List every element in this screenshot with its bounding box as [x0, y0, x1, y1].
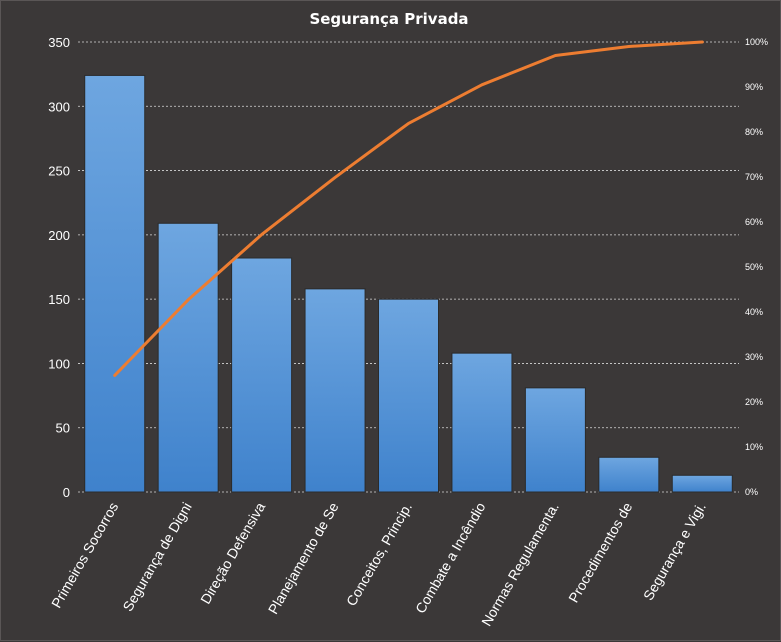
y-tick-label: 250 [48, 164, 70, 179]
y2-tick-label: 60% [745, 217, 763, 227]
left-axis-labels: 0 50 100 150 200 250 300 350 [48, 35, 70, 500]
bar [524, 387, 586, 493]
y-tick-label: 150 [48, 292, 70, 307]
y2-tick-label: 20% [745, 397, 763, 407]
y2-tick-label: 30% [745, 352, 763, 362]
x-tick-label: Procedimentos de [565, 499, 635, 605]
y-tick-label: 300 [48, 99, 70, 114]
cumulative-line-path [113, 40, 704, 377]
bar [451, 352, 513, 493]
bar [84, 74, 146, 493]
y2-tick-label: 70% [745, 172, 763, 182]
bar [304, 288, 366, 493]
y2-tick-label: 100% [745, 37, 768, 47]
bar [157, 222, 219, 493]
x-tick-label: Normas Regulamenta. [478, 500, 562, 629]
y2-tick-label: 40% [745, 307, 763, 317]
y2-tick-label: 10% [745, 442, 763, 452]
x-tick-label: Planejamento de Se [265, 499, 342, 616]
cumulative-line [113, 40, 704, 377]
right-axis-labels: 0% 10% 20% 30% 40% 50% 60% 70% 80% 90% 100% [745, 37, 768, 497]
y2-tick-label: 0% [745, 487, 758, 497]
y2-tick-label: 50% [745, 262, 763, 272]
y-tick-label: 200 [48, 228, 70, 243]
y-tick-label: 50 [56, 421, 70, 436]
x-tick-label: Segurança e Vigi. [640, 500, 709, 603]
x-tick-label: Segurança de Digni [119, 500, 194, 615]
x-tick-label: Direção Defensiva [197, 499, 268, 606]
bar [378, 298, 439, 493]
x-tick-label: Primeiros Socorros [48, 500, 121, 611]
bars [84, 74, 733, 493]
x-tick-label: Combate a Incêndio [412, 499, 489, 616]
bar [598, 456, 660, 493]
y-tick-label: 0 [63, 485, 70, 500]
y-tick-label: 100 [48, 356, 70, 371]
bar [671, 474, 733, 493]
y-tick-label: 350 [48, 35, 70, 50]
chart-title: Segurança Privada [309, 10, 468, 28]
y2-tick-label: 90% [745, 82, 763, 92]
bar [231, 257, 293, 493]
x-tick-label: Conceitos, Princip. [343, 500, 415, 609]
y2-tick-label: 80% [745, 127, 763, 137]
